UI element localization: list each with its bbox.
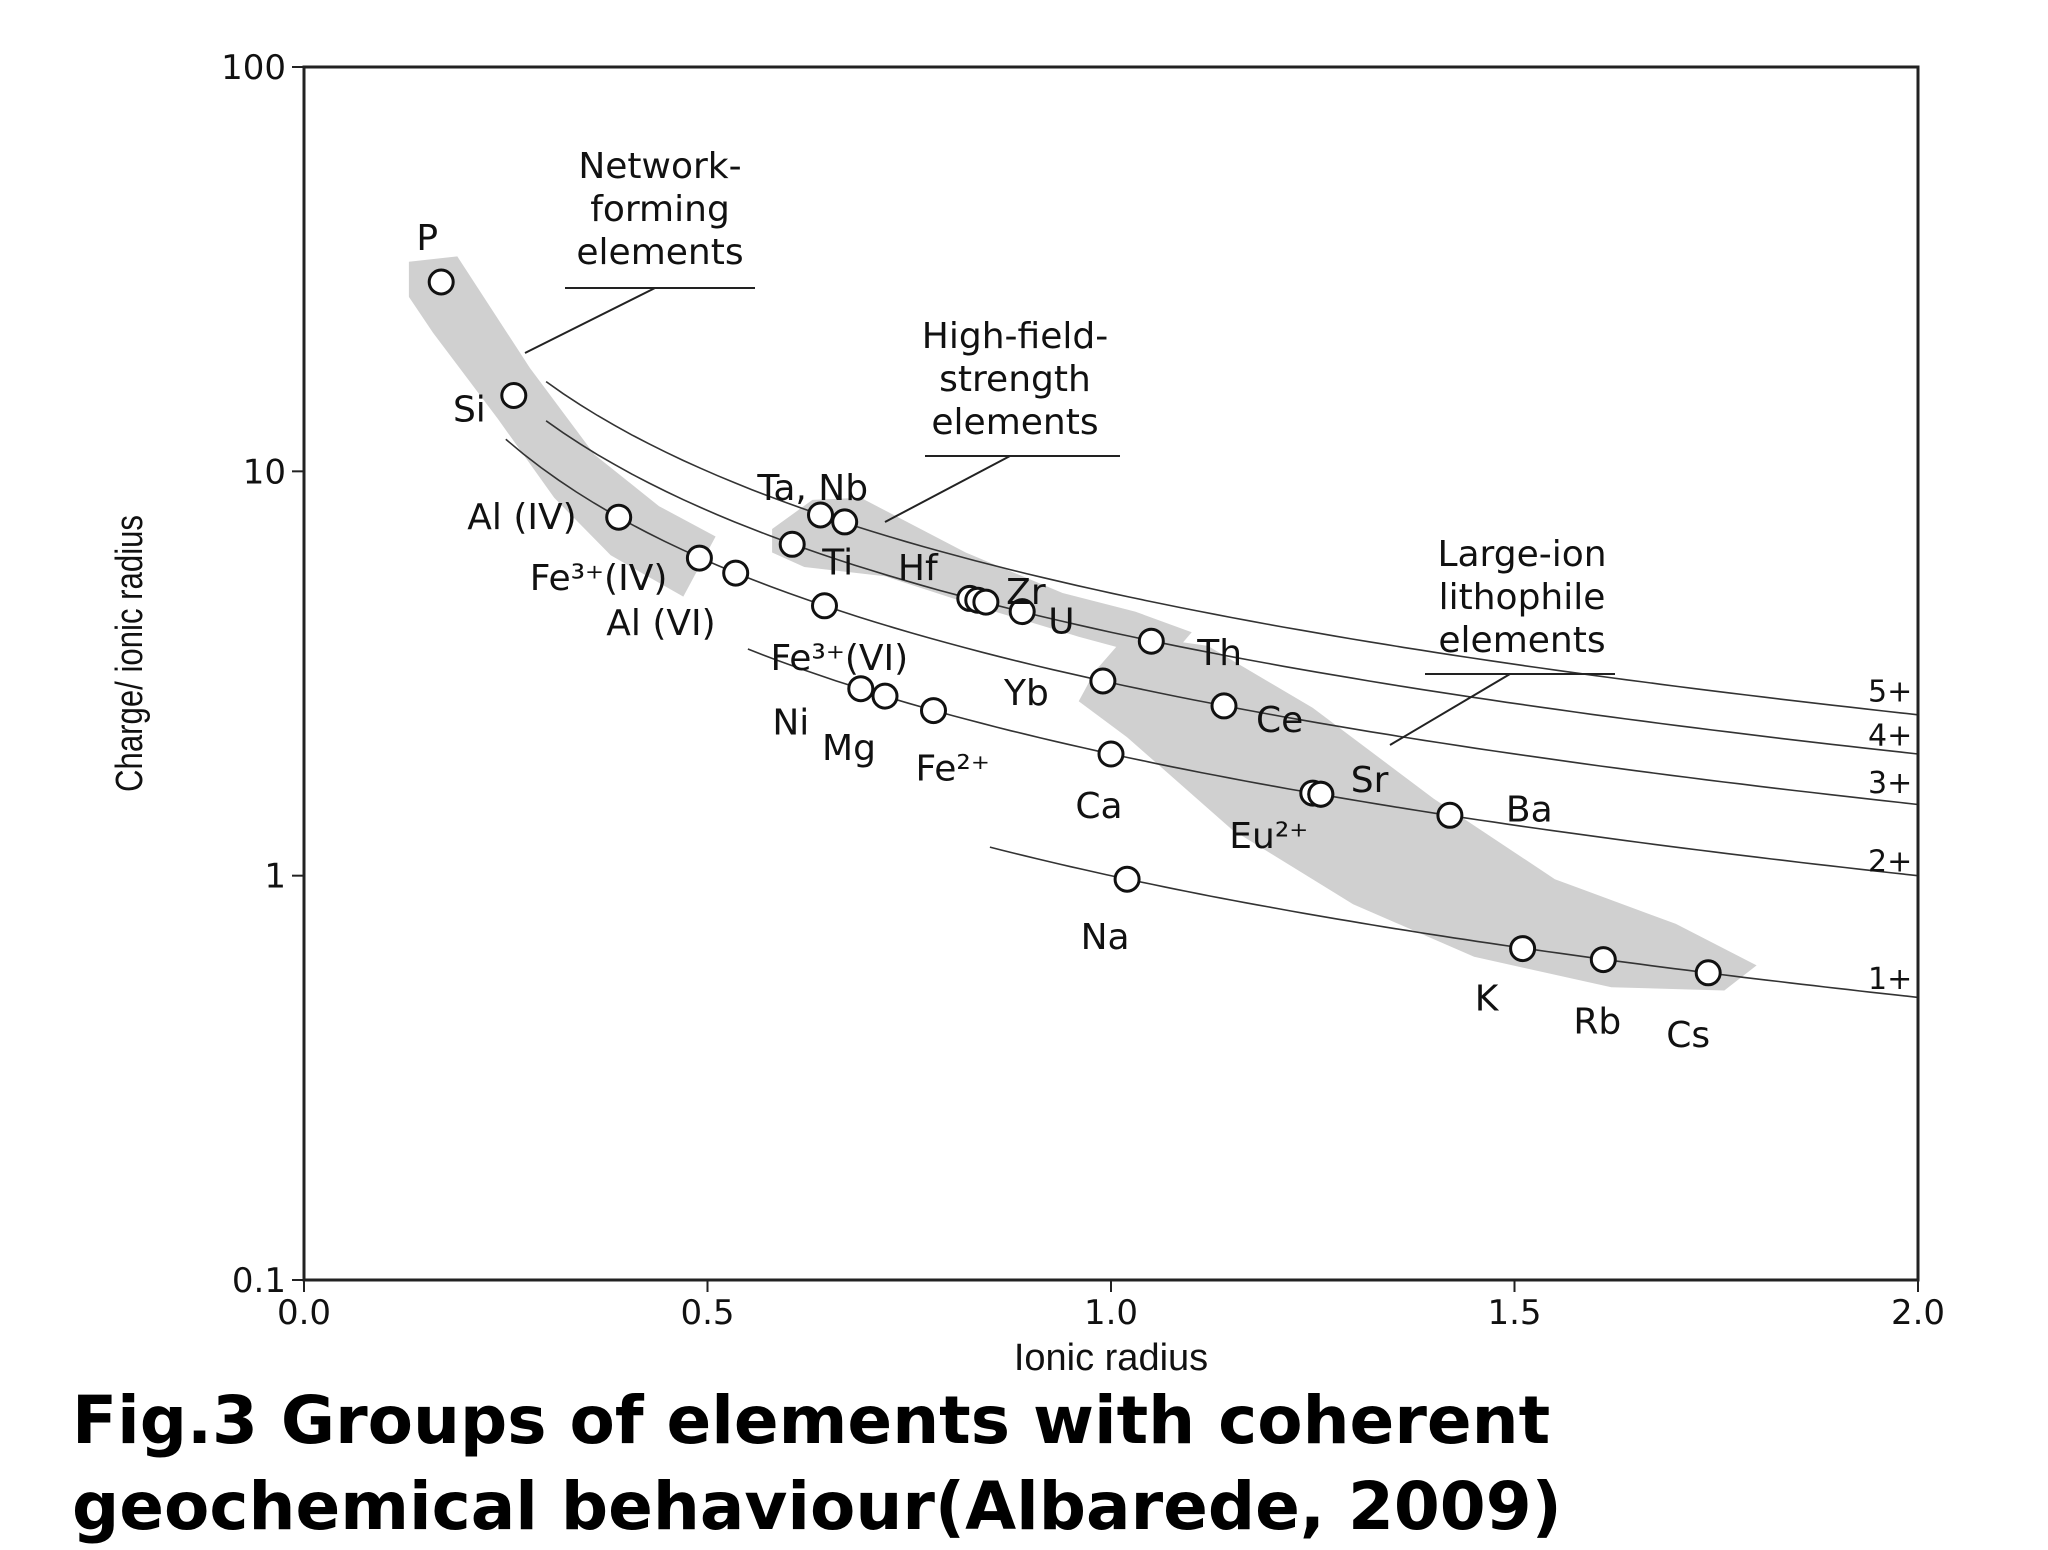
data-point bbox=[811, 592, 838, 620]
x-tick-label: 1.5 bbox=[1487, 1293, 1541, 1333]
caption-line-2: geochemical behaviour(Albarede, 2009) bbox=[72, 1468, 1562, 1545]
x-tick-label: 0.5 bbox=[680, 1293, 734, 1333]
point-label: Hf bbox=[898, 548, 939, 589]
iso-charge-label-3: 3+ bbox=[1868, 766, 1912, 801]
point-labels: P Si Al (IV) Fe³⁺(IV)Al (VI) Ta, Nb Ti Fe³⁺(VI… bbox=[416, 218, 1710, 1056]
data-point bbox=[1089, 667, 1117, 695]
x-axis-title: Ionic radius bbox=[1014, 1337, 1208, 1379]
point-label: K bbox=[1475, 979, 1500, 1020]
y-tick-label: 10 bbox=[243, 452, 286, 492]
iso-charge-curve-4 bbox=[545, 420, 1919, 755]
figure-caption: Fig.3 Groups of elements with coherent g… bbox=[72, 1378, 1972, 1550]
group-labels: Network-formingelementsHigh-field-streng… bbox=[524, 146, 1615, 746]
group-label-line: Network- bbox=[578, 146, 741, 187]
point-label: Fe²⁺ bbox=[916, 749, 990, 790]
point-label: Ce bbox=[1256, 700, 1303, 741]
data-point bbox=[1307, 780, 1335, 808]
y-tick-label: 100 bbox=[221, 48, 286, 88]
group-label-line: elements bbox=[931, 402, 1098, 443]
data-point bbox=[1008, 598, 1036, 626]
y-axis-title: Charge/ ionic radius bbox=[109, 515, 151, 792]
region-high-field-strength bbox=[772, 497, 1192, 661]
point-label: Ni bbox=[772, 703, 809, 744]
point-label: Cs bbox=[1666, 1015, 1710, 1056]
point-label: Sr bbox=[1351, 760, 1389, 801]
y-tick-label: 0.1 bbox=[232, 1261, 286, 1301]
group-label-line: Large-ion bbox=[1437, 534, 1606, 575]
x-tick-label: 1.0 bbox=[1084, 1293, 1138, 1333]
point-label: Si bbox=[453, 390, 486, 431]
data-point bbox=[427, 268, 455, 296]
data-point bbox=[685, 544, 713, 572]
group-label-line: strength bbox=[939, 359, 1091, 400]
point-label: Al (VI) bbox=[606, 603, 715, 644]
data-point bbox=[831, 508, 859, 536]
group-label-line: elements bbox=[1438, 620, 1605, 661]
point-label: Ca bbox=[1075, 786, 1122, 827]
iso-charge-label-5: 5+ bbox=[1868, 674, 1912, 709]
point-label: Ba bbox=[1506, 789, 1553, 830]
data-point bbox=[871, 682, 899, 710]
point-label: P bbox=[416, 218, 438, 259]
x-tick-label: 2.0 bbox=[1891, 1293, 1945, 1333]
group-leader-line bbox=[884, 455, 1011, 523]
group-leader-line bbox=[524, 287, 656, 354]
x-tick-label: 0.0 bbox=[277, 1293, 331, 1333]
data-point bbox=[1113, 865, 1141, 893]
group-leader-line bbox=[1389, 673, 1511, 746]
group-label-line: forming bbox=[590, 189, 730, 230]
data-point bbox=[1137, 627, 1165, 655]
region-network-forming bbox=[408, 256, 716, 597]
point-label: Yb bbox=[1003, 673, 1049, 714]
point-label: U bbox=[1048, 602, 1074, 643]
point-label: Na bbox=[1081, 917, 1130, 958]
data-point bbox=[807, 501, 834, 529]
iso-charge-label-4: 4+ bbox=[1868, 718, 1912, 753]
data-points bbox=[427, 268, 1722, 987]
data-point bbox=[1694, 959, 1722, 987]
iso-charge-curve-1 bbox=[989, 846, 1919, 999]
region-large-ion-lithophile bbox=[1078, 634, 1757, 991]
point-label: Eu²⁺ bbox=[1229, 816, 1308, 857]
iso-charge-label-1: 1+ bbox=[1868, 962, 1912, 997]
y-tick-label: 1 bbox=[264, 857, 286, 897]
iso-charge-label-2: 2+ bbox=[1868, 844, 1912, 879]
data-point bbox=[847, 675, 875, 703]
point-label: Ti bbox=[821, 542, 853, 583]
data-point bbox=[605, 503, 633, 531]
point-label: Ta, Nb bbox=[756, 468, 868, 509]
point-label: Th bbox=[1196, 633, 1242, 674]
point-label: Fe³⁺(VI) bbox=[771, 638, 909, 679]
point-label: Mg bbox=[822, 728, 876, 769]
data-point bbox=[1436, 801, 1464, 829]
group-label-line: lithophile bbox=[1439, 577, 1606, 618]
data-point bbox=[972, 588, 1000, 616]
point-label: Fe³⁺(IV) bbox=[530, 558, 668, 599]
chart: 5+ 4+ 3+ 2+ 1+ 0.0 0.5 1.0 1.5 2.0 0.1 1 10 100 P Si A… bbox=[109, 48, 1945, 1379]
data-point bbox=[778, 530, 806, 558]
point-label: Al (IV) bbox=[467, 497, 576, 538]
data-point bbox=[1509, 935, 1537, 963]
data-point bbox=[1097, 740, 1125, 768]
data-point bbox=[500, 382, 528, 409]
group-label-line: elements bbox=[576, 232, 743, 273]
point-label: Rb bbox=[1573, 1002, 1621, 1043]
data-point bbox=[722, 559, 750, 587]
data-point bbox=[1589, 946, 1617, 974]
group-label-line: High-field- bbox=[922, 316, 1108, 357]
point-label: Zr bbox=[1006, 572, 1046, 613]
iso-charge-curve-5 bbox=[545, 380, 1919, 716]
data-point bbox=[1210, 692, 1238, 720]
data-point bbox=[920, 697, 947, 725]
axis-ticks: 0.0 0.5 1.0 1.5 2.0 0.1 1 10 100 bbox=[221, 48, 1945, 1333]
caption-line-1: Fig.3 Groups of elements with coherent bbox=[72, 1382, 1551, 1459]
group-regions bbox=[408, 256, 1757, 991]
